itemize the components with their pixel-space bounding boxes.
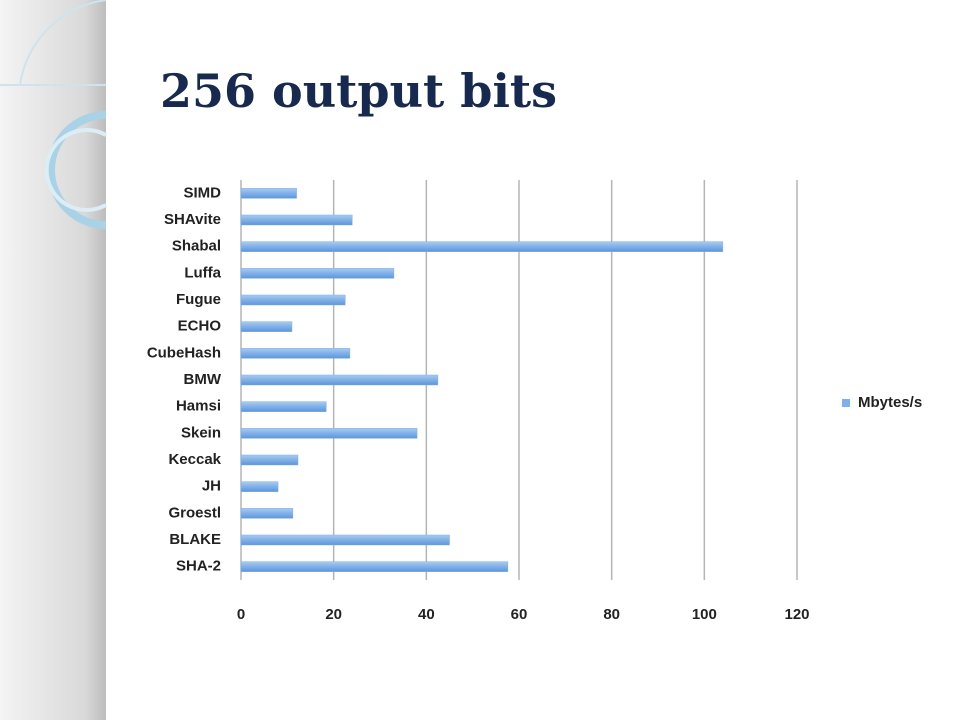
bar <box>240 401 327 412</box>
y-tick-label: Shabal <box>172 238 221 255</box>
x-tick-label: 100 <box>692 606 717 623</box>
bar <box>240 508 294 519</box>
y-tick-label: ECHO <box>178 318 222 335</box>
x-tick-label: 0 <box>237 606 245 623</box>
y-tick-label: CubeHash <box>147 344 221 361</box>
y-tick-label: Keccak <box>168 451 221 468</box>
legend-swatch <box>842 399 850 407</box>
x-tick-label: 80 <box>603 606 620 623</box>
y-tick-label: Skein <box>181 424 221 441</box>
bar <box>240 321 293 332</box>
x-tick-label: 20 <box>325 606 342 623</box>
bar <box>240 268 395 279</box>
y-tick-label: SIMD <box>184 184 222 201</box>
bar <box>240 374 439 386</box>
x-tick-label: 120 <box>784 606 809 623</box>
bar <box>240 454 299 466</box>
y-tick-label: Groestl <box>168 504 221 521</box>
bar <box>240 481 279 492</box>
y-tick-label: SHA-2 <box>176 558 221 575</box>
bar <box>240 188 297 199</box>
bar <box>240 241 724 252</box>
side-strip <box>0 0 106 720</box>
x-tick-label: 60 <box>511 606 528 623</box>
legend-label: Mbytes/s <box>858 394 922 411</box>
y-tick-label: JH <box>202 478 221 495</box>
bar <box>240 214 353 226</box>
y-tick-label: BLAKE <box>169 531 221 548</box>
y-tick-label: BMW <box>184 371 222 388</box>
bar <box>240 428 418 439</box>
y-tick-label: Fugue <box>176 291 221 308</box>
y-tick-label: SHAvite <box>164 211 221 228</box>
bar <box>240 294 346 306</box>
decoration <box>0 0 107 229</box>
bar <box>240 561 509 572</box>
x-tick-label: 40 <box>418 606 435 623</box>
y-tick-label: Hamsi <box>176 398 221 415</box>
y-tick-label: Luffa <box>184 264 221 281</box>
bar <box>240 534 450 546</box>
slide-title: 256 output bits <box>160 64 557 118</box>
bar <box>240 348 351 359</box>
